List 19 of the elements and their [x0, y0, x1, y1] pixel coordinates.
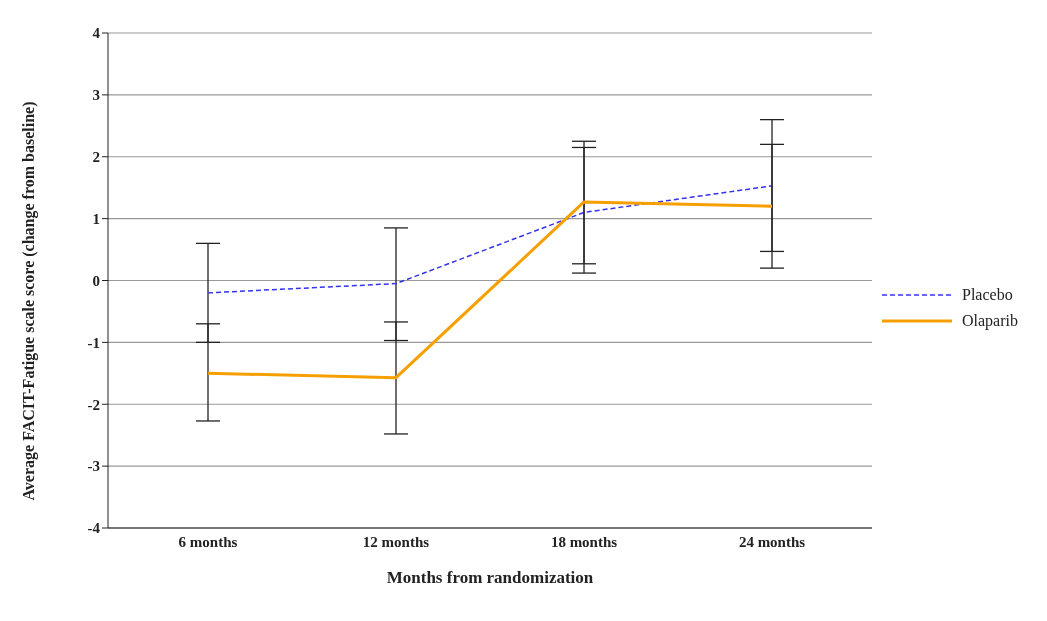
y-tick-label: 1: [92, 210, 100, 227]
y-axis-title: Average FACIT-Fatigue scale score (change from baseline): [19, 101, 38, 501]
y-tick-label: 2: [92, 149, 100, 166]
x-tick-label: 12 months: [362, 533, 430, 550]
y-tick-label: -3: [87, 458, 100, 475]
y-tick-label: -2: [87, 396, 100, 413]
legend-label: Placebo: [962, 286, 1013, 304]
y-tick-label: -4: [87, 520, 101, 537]
x-tick-label: 24 months: [738, 533, 806, 550]
y-tick-label: -1: [87, 334, 100, 351]
x-tick-label: 18 months: [550, 533, 618, 550]
line-series: [207, 185, 773, 294]
x-tick-label: 6 months: [178, 533, 238, 550]
x-axis-title: Months from randomization: [386, 568, 594, 587]
line-series: [206, 200, 774, 380]
y-tick-label: 3: [92, 87, 100, 104]
legend-label: Olaparib: [962, 312, 1018, 330]
y-tick-label: 4: [92, 25, 101, 42]
y-tick-label: 0: [92, 272, 100, 289]
